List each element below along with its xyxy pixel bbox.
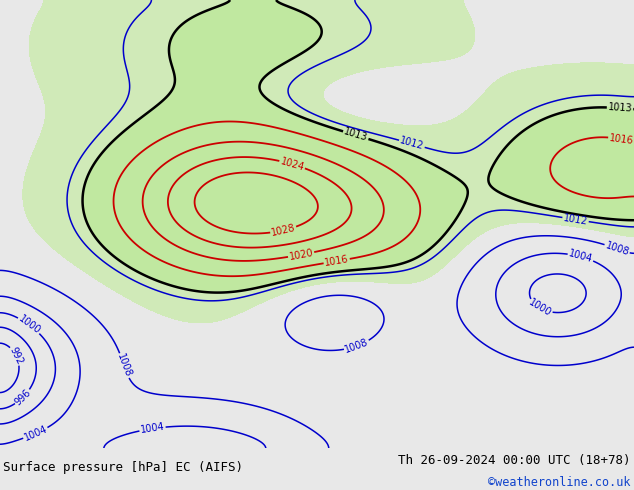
Text: 992: 992 [8,345,25,367]
Text: 1016: 1016 [324,254,349,268]
Text: 1004: 1004 [567,248,594,265]
Text: Surface pressure [hPa] EC (AIFS): Surface pressure [hPa] EC (AIFS) [3,461,243,474]
Text: 1020: 1020 [288,247,314,262]
Text: 1008: 1008 [604,240,630,257]
Text: 1004: 1004 [22,424,49,443]
Text: 1012: 1012 [399,136,425,152]
Text: 1013: 1013 [342,127,369,144]
Text: Th 26-09-2024 00:00 UTC (18+78): Th 26-09-2024 00:00 UTC (18+78) [398,454,631,466]
Text: 1028: 1028 [270,222,297,238]
Text: 1016: 1016 [609,133,634,146]
Text: 1008: 1008 [344,337,370,355]
Text: 1000: 1000 [527,297,553,319]
Text: ©weatheronline.co.uk: ©weatheronline.co.uk [488,476,631,489]
Text: 1000: 1000 [16,314,42,336]
Text: 1013: 1013 [607,102,633,114]
Text: 1012: 1012 [562,213,588,226]
Text: 996: 996 [13,387,33,407]
Text: 1024: 1024 [279,156,306,172]
Text: 1008: 1008 [115,352,133,379]
Text: 1004: 1004 [139,422,165,436]
